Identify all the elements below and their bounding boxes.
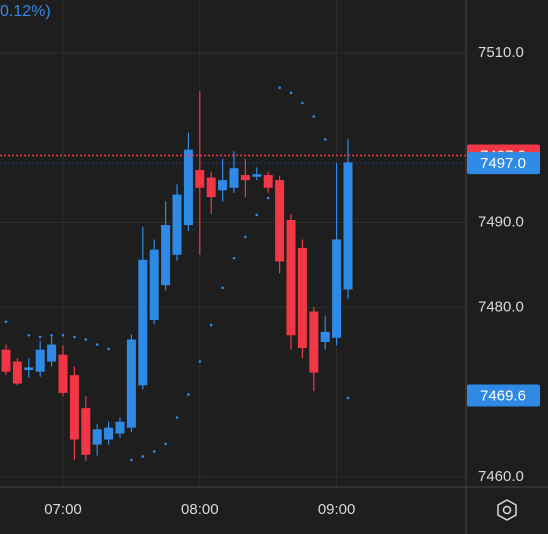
sar-dot (266, 196, 270, 200)
sar-dot (84, 338, 88, 341)
candle-body (206, 177, 216, 198)
price-label-box (467, 384, 540, 407)
candle-body (275, 180, 285, 262)
sar-dot (50, 333, 53, 337)
sar-dot (346, 396, 350, 400)
candle-body (69, 375, 79, 440)
sar-dot (232, 256, 236, 260)
sar-dot (38, 335, 42, 339)
sar-dot (187, 393, 190, 396)
sar-dot (141, 455, 145, 458)
candle-body (24, 367, 34, 371)
candle-body (35, 349, 45, 372)
y-tick-label: 7480.0 (478, 298, 524, 315)
candle-body (320, 331, 330, 343)
sar-dot (130, 458, 133, 462)
sar-dot (278, 86, 281, 90)
candle-body (309, 311, 319, 373)
candle-body (240, 175, 250, 181)
candle-body (149, 249, 159, 321)
sar-dot (301, 101, 304, 105)
sar-dot (95, 343, 99, 346)
sar-dot (175, 416, 179, 419)
candle-body (104, 427, 114, 440)
candle-body (12, 361, 22, 384)
sar-dot (255, 213, 259, 217)
candle-body (229, 168, 239, 188)
candle-body (343, 162, 353, 290)
candle-body (172, 194, 182, 255)
sar-dot (61, 333, 65, 337)
candle-body (138, 259, 148, 386)
sar-dot (323, 138, 327, 141)
x-tick-label: 07:00 (44, 501, 82, 518)
icon-dot (502, 505, 512, 515)
sar-dot (73, 335, 76, 339)
price-label: 7469.6 (480, 387, 526, 404)
sar-dot (209, 323, 213, 327)
sar-dot (164, 442, 167, 446)
settings-icon[interactable] (497, 499, 517, 521)
candle-body (195, 169, 205, 188)
header-text: 0.12%) (0, 3, 51, 20)
candle-body (115, 421, 125, 434)
candle-body (286, 219, 296, 336)
x-tick-label: 08:00 (181, 501, 219, 518)
candle-body (1, 349, 11, 372)
candle-body (58, 354, 68, 393)
candle-body (183, 149, 193, 226)
candle-body (297, 247, 307, 348)
y-tick-label: 7510.0 (478, 44, 524, 61)
candle-body (47, 344, 57, 362)
candle-body (332, 239, 342, 338)
candle-body (92, 429, 102, 445)
sar-dot (27, 333, 31, 337)
sar-dot (198, 360, 202, 363)
sar-dot (244, 235, 247, 239)
sar-dot (312, 115, 316, 118)
marks (0, 86, 466, 462)
icon-hexagon (497, 499, 517, 521)
x-tick-label: 09:00 (318, 501, 356, 518)
labels: 7510.0 7490.0 7480.0 7460.0 07:00 08:00 09:00 7… (44, 44, 540, 518)
price-label: 7497.0 (480, 155, 526, 172)
sar-dot (289, 91, 293, 95)
sar-dot (107, 347, 110, 351)
candle-body (263, 175, 273, 188)
sar-dot (152, 450, 156, 453)
y-tick-label: 7490.0 (478, 213, 524, 230)
sar-dot (4, 320, 8, 323)
candle-body (252, 174, 262, 177)
candle-body (126, 339, 136, 428)
candle-body (218, 180, 228, 191)
y-tick-label: 7460.0 (478, 468, 524, 485)
candle-body (81, 408, 91, 455)
sar-dot (221, 286, 224, 290)
price-label-box (467, 152, 540, 175)
candle-body (161, 225, 171, 286)
